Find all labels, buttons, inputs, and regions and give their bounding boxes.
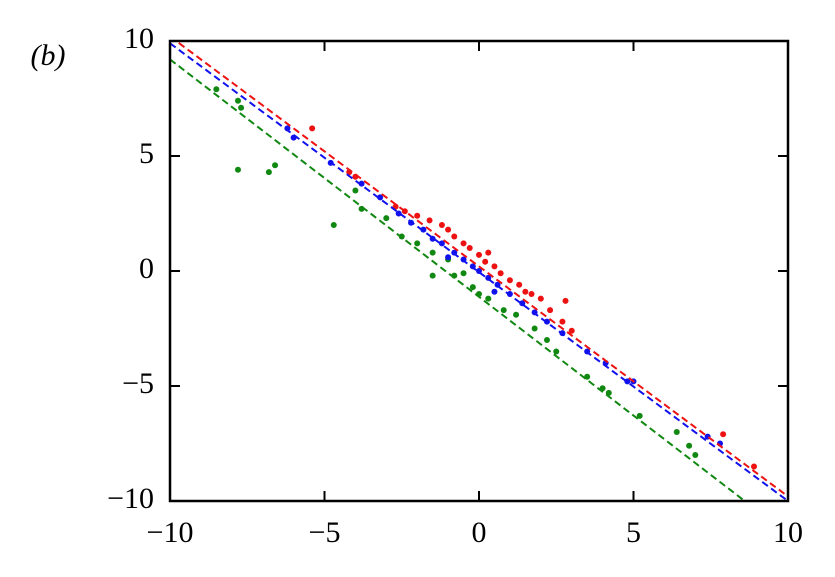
point <box>377 194 384 201</box>
point <box>491 263 498 270</box>
point <box>466 245 473 251</box>
point <box>445 254 452 261</box>
point <box>636 412 643 419</box>
point <box>500 307 507 314</box>
point <box>476 251 482 258</box>
point <box>238 104 245 111</box>
point <box>265 169 272 176</box>
point <box>330 222 337 228</box>
plot-area <box>170 41 788 501</box>
x-tick-label: 5 <box>626 516 641 549</box>
point <box>429 249 436 256</box>
point <box>543 337 550 343</box>
point <box>547 307 554 314</box>
point <box>309 125 316 132</box>
point <box>445 226 452 233</box>
point <box>213 86 220 93</box>
point <box>414 212 421 219</box>
point <box>426 217 433 224</box>
point <box>522 288 529 295</box>
point <box>531 325 538 332</box>
fit-line <box>170 42 788 501</box>
y-tick-label: 10 <box>124 22 154 55</box>
y-tick-label: 5 <box>139 137 154 170</box>
x-tick-label: −10 <box>147 516 194 549</box>
point <box>429 272 436 279</box>
point <box>516 281 523 288</box>
point <box>451 233 458 240</box>
point <box>469 284 476 291</box>
point <box>568 327 575 334</box>
x-tick-label: −5 <box>309 516 341 549</box>
point <box>234 97 241 104</box>
point <box>482 258 489 265</box>
point <box>497 270 504 277</box>
point <box>485 249 492 256</box>
point <box>506 277 513 284</box>
point <box>751 463 758 470</box>
panel-label: (b) <box>31 39 66 72</box>
point <box>491 288 498 295</box>
point <box>460 270 467 277</box>
point <box>692 452 699 458</box>
point <box>438 240 445 247</box>
y-tick-label: −10 <box>107 482 154 515</box>
fit-line <box>174 41 788 498</box>
point <box>438 222 445 228</box>
point <box>383 215 390 222</box>
x-tick-label: 0 <box>472 516 487 549</box>
point <box>673 429 680 435</box>
point <box>686 442 693 449</box>
point <box>414 240 421 247</box>
y-tick-label: 0 <box>139 252 154 285</box>
point <box>528 291 535 297</box>
point <box>553 348 560 355</box>
point <box>234 166 241 173</box>
point <box>537 295 544 302</box>
point <box>352 187 359 194</box>
point <box>272 162 279 169</box>
x-tick-label: 10 <box>773 516 803 549</box>
point <box>513 311 520 318</box>
point <box>562 297 569 304</box>
fit-line <box>170 58 746 501</box>
point <box>720 431 727 438</box>
point <box>485 295 492 302</box>
point <box>519 300 526 307</box>
point <box>420 226 427 233</box>
point <box>559 318 566 325</box>
y-tick-label: −5 <box>122 367 154 400</box>
point <box>460 240 467 247</box>
